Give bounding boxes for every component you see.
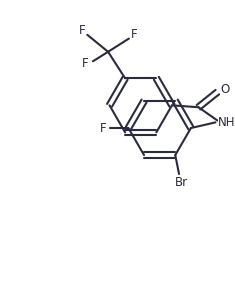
Text: F: F	[79, 23, 86, 37]
Text: F: F	[100, 122, 106, 134]
Text: Br: Br	[174, 176, 188, 189]
Text: NH: NH	[218, 116, 235, 129]
Text: F: F	[82, 57, 89, 70]
Text: F: F	[131, 28, 138, 41]
Text: O: O	[220, 83, 230, 96]
